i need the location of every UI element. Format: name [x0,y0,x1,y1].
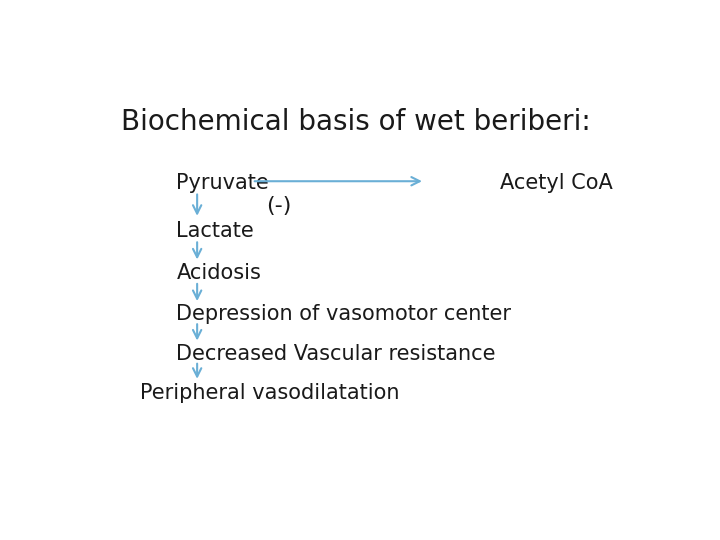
Text: Acetyl CoA: Acetyl CoA [500,173,613,193]
Text: Acidosis: Acidosis [176,262,261,283]
Text: Pyruvate: Pyruvate [176,173,269,193]
Text: Lactate: Lactate [176,221,254,241]
Text: Biochemical basis of wet beriberi:: Biochemical basis of wet beriberi: [121,109,590,137]
Text: Decreased Vascular resistance: Decreased Vascular resistance [176,344,496,364]
Text: Peripheral vasodilatation: Peripheral vasodilatation [140,383,400,403]
Text: Depression of vasomotor center: Depression of vasomotor center [176,304,511,325]
Text: (-): (-) [266,196,291,216]
